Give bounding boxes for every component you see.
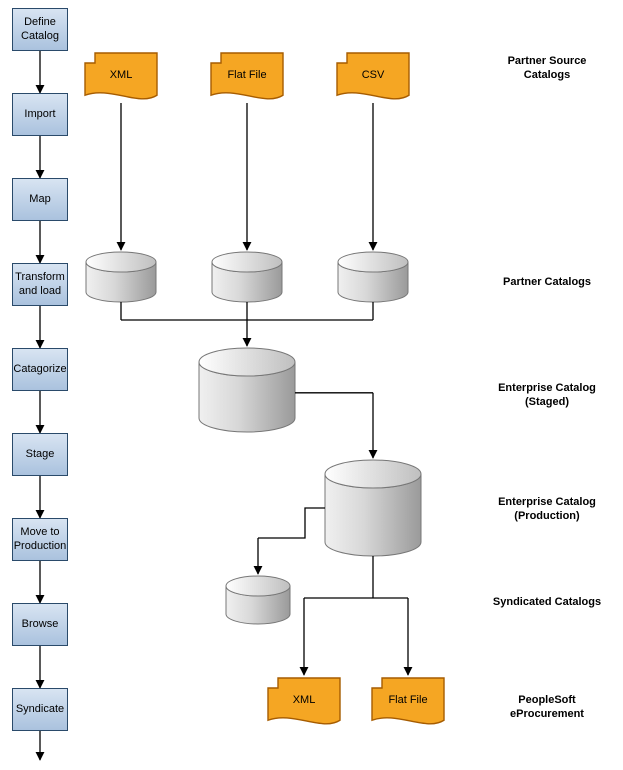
row-label: Syndicated Catalogs [492,596,602,610]
row-label: Enterprise Catalog (Production) [492,496,602,524]
step-box: Syndicate [12,688,68,731]
step-box: Stage [12,433,68,476]
step-box: Move to Production [12,518,68,561]
step-box: Define Catalog [12,8,68,51]
output-doc-label: Flat File [372,694,444,706]
row-label: Partner Source Catalogs [492,55,602,83]
step-box: Map [12,178,68,221]
step-box: Browse [12,603,68,646]
step-box: Transform and load [12,263,68,306]
source-doc-label: XML [85,69,157,81]
source-doc-label: Flat File [211,69,283,81]
source-doc-label: CSV [337,69,409,81]
row-label: Partner Catalogs [492,276,602,290]
row-label: Enterprise Catalog (Staged) [492,382,602,410]
row-label: PeopleSoft eProcurement [492,694,602,722]
output-doc-label: XML [268,694,340,706]
step-box: Catagorize [12,348,68,391]
step-box: Import [12,93,68,136]
